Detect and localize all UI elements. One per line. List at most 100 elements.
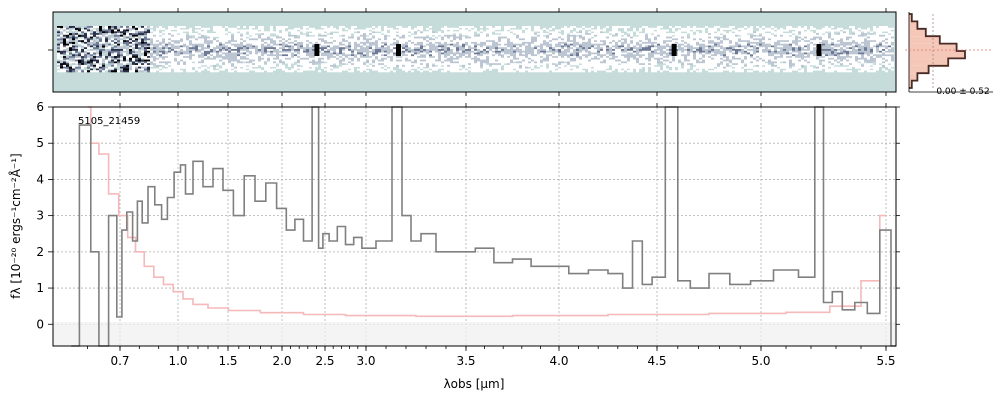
spectrum-2d-cell bbox=[693, 27, 696, 30]
spectrum-2d-cell bbox=[120, 26, 123, 29]
spectrum-2d-cell bbox=[657, 41, 660, 44]
spectrum-2d-cell bbox=[57, 70, 60, 73]
spectrum-2d-cell bbox=[246, 38, 249, 41]
spectrum-2d-cell bbox=[396, 41, 399, 44]
spectrum-2d-cell bbox=[654, 36, 657, 39]
spectrum-2d-cell bbox=[507, 47, 510, 50]
spectrum-2d-cell bbox=[498, 43, 501, 46]
spectrum-2d-cell bbox=[270, 41, 273, 44]
spectrum-2d-cell bbox=[465, 45, 468, 48]
spectrum-2d-cell bbox=[504, 68, 507, 71]
spectrum-2d-cell bbox=[90, 63, 93, 66]
spectrum-2d-cell bbox=[324, 36, 327, 39]
spectrum-2d-cell bbox=[393, 70, 396, 73]
spectrum-2d-cell bbox=[684, 36, 687, 39]
spectrum-2d-cell bbox=[684, 29, 687, 32]
spectrum-2d-cell bbox=[312, 27, 315, 30]
spectrum-2d-cell bbox=[81, 64, 84, 67]
spectrum-2d-cell bbox=[522, 40, 525, 43]
spectrum-2d-cell bbox=[180, 33, 183, 36]
spectrum-2d-cell bbox=[270, 52, 273, 55]
spectrum-2d-cell bbox=[495, 61, 498, 64]
spectrum-2d-cell bbox=[441, 34, 444, 37]
spectrum-2d-cell bbox=[327, 50, 330, 53]
spectrum-2d-cell bbox=[60, 49, 63, 52]
spectrum-2d-cell bbox=[183, 43, 186, 46]
spectrum-2d-cell bbox=[519, 63, 522, 66]
spectrum-2d-cell bbox=[96, 29, 99, 32]
spectrum-2d-cell bbox=[678, 43, 681, 46]
spectrum-2d-cell bbox=[663, 56, 666, 59]
spectrum-2d-cell bbox=[327, 56, 330, 59]
spectrum-2d-cell bbox=[81, 59, 84, 62]
spectrum-2d-cell bbox=[687, 29, 690, 32]
spectrum-2d-cell bbox=[198, 38, 201, 41]
spectrum-2d-cell bbox=[150, 34, 153, 37]
spectrum-2d-cell bbox=[690, 43, 693, 46]
spectrum-2d-cell bbox=[621, 61, 624, 64]
spectrum-2d-cell bbox=[429, 70, 432, 73]
spectrum-2d-cell bbox=[405, 50, 408, 53]
spectrum-2d-cell bbox=[234, 57, 237, 60]
spectrum-2d-cell bbox=[72, 66, 75, 69]
spectrum-2d-cell bbox=[657, 54, 660, 57]
spectrum-2d-cell bbox=[228, 29, 231, 32]
spectrum-2d-cell bbox=[660, 45, 663, 48]
spectrum-2d-cell bbox=[351, 27, 354, 30]
spectrum-2d-cell bbox=[384, 38, 387, 41]
spectrum-2d-cell bbox=[219, 59, 222, 62]
spectrum-2d-cell bbox=[69, 70, 72, 73]
spectrum-2d-cell bbox=[477, 63, 480, 66]
spectrum-2d-cell bbox=[522, 70, 525, 73]
spectrum-2d-cell bbox=[528, 49, 531, 52]
spectrum-2d-cell bbox=[336, 33, 339, 36]
spectrum-2d-cell bbox=[123, 31, 126, 34]
spectrum-2d-cell bbox=[267, 34, 270, 37]
spectrum-2d-cell bbox=[249, 56, 252, 59]
spectrum-2d-cell bbox=[573, 34, 576, 37]
spectrum-2d-cell bbox=[585, 41, 588, 44]
spectrum-2d-cell bbox=[234, 56, 237, 59]
spectrum-2d-cell bbox=[309, 41, 312, 44]
spectrum-2d-cell bbox=[444, 68, 447, 71]
spectrum-2d-cell bbox=[666, 43, 669, 46]
spectrum-2d-cell bbox=[588, 64, 591, 67]
spectrum-2d-cell bbox=[237, 33, 240, 36]
spectrum-2d-cell bbox=[180, 50, 183, 53]
spectrum-2d-cell bbox=[681, 29, 684, 32]
spectrum-2d-cell bbox=[114, 50, 117, 53]
spectrum-2d-cell bbox=[585, 34, 588, 37]
spectrum-2d-cell bbox=[303, 68, 306, 71]
spectrum-2d-cell bbox=[390, 68, 393, 71]
spectrum-2d-cell bbox=[474, 27, 477, 30]
spectrum-2d-cell bbox=[294, 47, 297, 50]
spectrum-2d-cell bbox=[150, 49, 153, 52]
spectrum-2d-cell bbox=[444, 59, 447, 62]
spectrum-2d-cell bbox=[531, 41, 534, 44]
spectrum-2d-cell bbox=[570, 38, 573, 41]
spectrum-2d-cell bbox=[222, 57, 225, 60]
spectrum-2d-cell bbox=[417, 52, 420, 55]
spectrum-2d-cell bbox=[540, 34, 543, 37]
spectrum-2d-cell bbox=[723, 54, 726, 57]
spectrum-2d-cell bbox=[255, 70, 258, 73]
spectrum-2d-cell bbox=[420, 41, 423, 44]
spectrum-2d-cell bbox=[192, 47, 195, 50]
spectrum-2d-cell bbox=[666, 34, 669, 37]
spectrum-2d-cell bbox=[501, 36, 504, 39]
spectrum-2d-cell bbox=[465, 64, 468, 67]
spectrum-2d-cell bbox=[318, 47, 321, 50]
spectrum-2d-cell bbox=[60, 43, 63, 46]
spectrum-2d-cell bbox=[231, 64, 234, 67]
spectrum-2d-cell bbox=[693, 52, 696, 55]
spectrum-2d-cell bbox=[63, 31, 66, 34]
spectrum-2d-cell bbox=[369, 57, 372, 60]
spectrum-2d-cell bbox=[303, 54, 306, 57]
spectrum-2d-cell bbox=[504, 27, 507, 30]
spectrum-2d-cell bbox=[312, 38, 315, 41]
spectrum-2d-cell bbox=[366, 47, 369, 50]
spectrum-2d-cell bbox=[273, 59, 276, 62]
spectrum-2d-cell bbox=[168, 34, 171, 37]
spectrum-2d-cell bbox=[399, 63, 402, 66]
spectrum-2d-cell bbox=[225, 36, 228, 39]
